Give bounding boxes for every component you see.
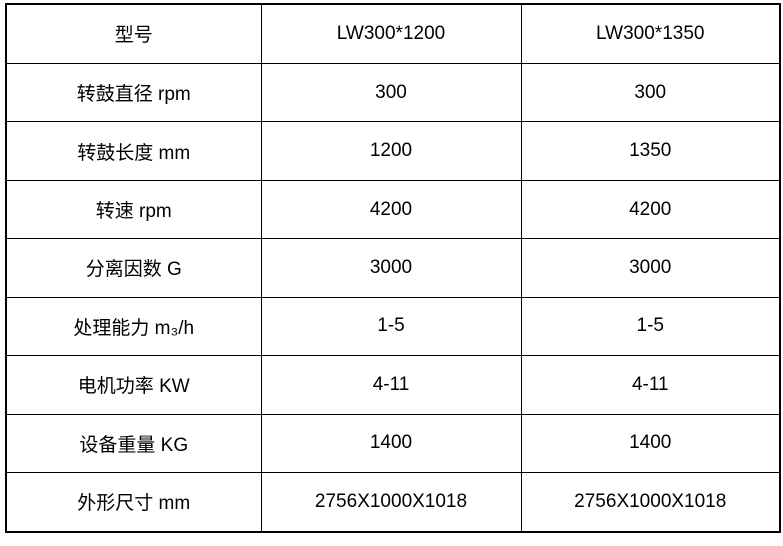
spec-value: 4-11	[520, 355, 781, 415]
spec-value: 1400	[520, 413, 781, 473]
spec-row-label: 电机功率 KW	[5, 355, 262, 415]
spec-value: 1400	[260, 413, 522, 473]
spec-value: 3000	[520, 238, 781, 298]
spec-value: 2756X1000X1018	[520, 471, 781, 533]
header-label-cell: 型号	[5, 3, 262, 64]
spec-value: 4200	[520, 179, 781, 240]
spec-row-label: 转鼓长度 mm	[5, 121, 262, 181]
spec-row-label: 处理能力 m₃/h	[5, 296, 262, 357]
spec-table: 型号 LW300*1200 LW300*1350 转鼓直径 rpm 300 30…	[5, 3, 781, 533]
spec-value: 1-5	[260, 296, 522, 357]
spec-value: 1200	[260, 121, 522, 181]
spec-row-label: 设备重量 KG	[5, 413, 262, 473]
spec-value: 2756X1000X1018	[260, 471, 522, 533]
table-row: 分离因数 G 3000 3000	[5, 238, 781, 298]
spec-row-label: 转速 rpm	[5, 179, 262, 240]
table-row: 设备重量 KG 1400 1400	[5, 413, 781, 473]
spec-table-container: 型号 LW300*1200 LW300*1350 转鼓直径 rpm 300 30…	[5, 3, 781, 533]
spec-value: 1350	[520, 121, 781, 181]
spec-value: 300	[260, 62, 522, 123]
table-row: 转速 rpm 4200 4200	[5, 179, 781, 240]
spec-value: 4-11	[260, 355, 522, 415]
spec-value: 300	[520, 62, 781, 123]
table-row: 电机功率 KW 4-11 4-11	[5, 355, 781, 415]
header-model2-cell: LW300*1350	[520, 3, 781, 64]
spec-value: 4200	[260, 179, 522, 240]
spec-value: 3000	[260, 238, 522, 298]
spec-row-label: 外形尺寸 mm	[5, 471, 262, 533]
table-header-row: 型号 LW300*1200 LW300*1350	[5, 3, 781, 64]
spec-value: 1-5	[520, 296, 781, 357]
spec-row-label: 转鼓直径 rpm	[5, 62, 262, 123]
table-row: 转鼓长度 mm 1200 1350	[5, 121, 781, 181]
table-row: 转鼓直径 rpm 300 300	[5, 62, 781, 123]
spec-row-label: 分离因数 G	[5, 238, 262, 298]
table-row: 外形尺寸 mm 2756X1000X1018 2756X1000X1018	[5, 471, 781, 533]
table-row: 处理能力 m₃/h 1-5 1-5	[5, 296, 781, 357]
header-model1-cell: LW300*1200	[260, 3, 522, 64]
